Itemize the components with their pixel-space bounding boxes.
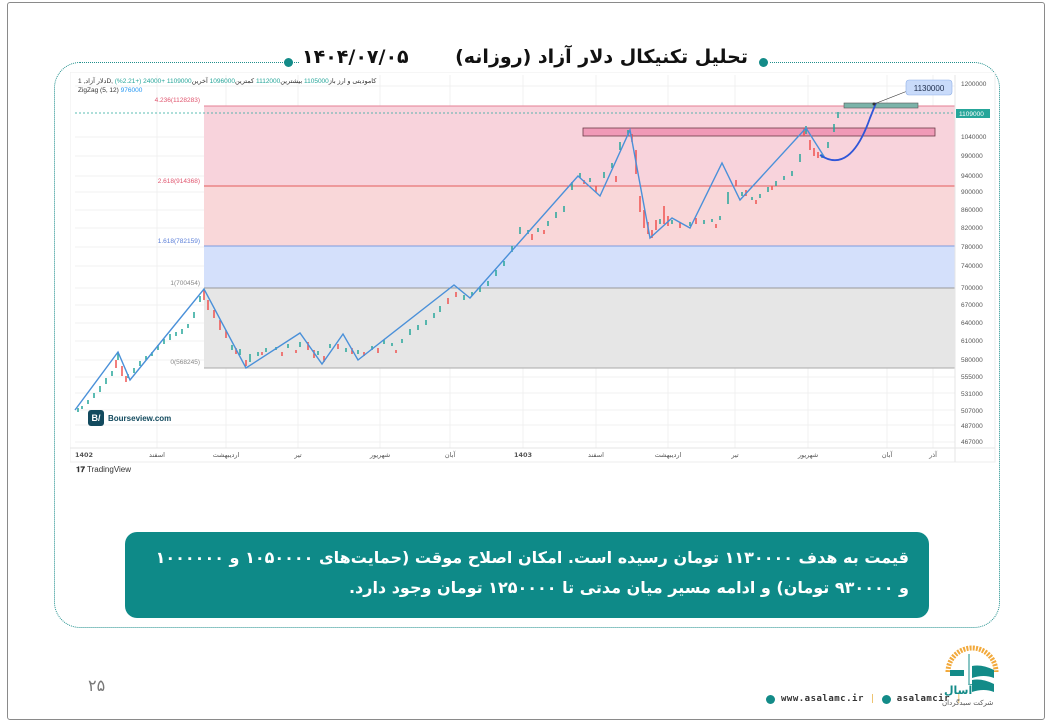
svg-text:آبان: آبان (882, 450, 894, 459)
legend-symbol: دلار آزاد, 1D, کامودیتی و ارز (78, 78, 377, 85)
svg-text:1403: 1403 (514, 451, 532, 459)
legend-change: +24000 (+2.21%) (114, 78, 166, 85)
zigzag-line (74, 126, 826, 411)
dot-right-icon (759, 58, 768, 67)
svg-text:780000: 780000 (961, 244, 983, 251)
svg-text:940000: 940000 (961, 173, 983, 180)
projection-curve (819, 102, 877, 161)
svg-text:531000: 531000 (961, 391, 983, 398)
svg-text:610000: 610000 (961, 338, 983, 345)
svg-text:شهریور: شهریور (369, 451, 390, 459)
svg-text:اردیبهشت: اردیبهشت (213, 451, 240, 459)
svg-text:700000: 700000 (961, 285, 983, 292)
svg-text:467000: 467000 (961, 439, 983, 446)
page-title: تحلیل تکنیکال دلار آزاد (روزانه) (455, 46, 748, 68)
svg-text:820000: 820000 (961, 225, 983, 232)
telegram-icon (881, 694, 891, 704)
svg-text:تیر: تیر (730, 451, 739, 459)
page-number: ۲۵ (88, 676, 106, 695)
divider: | (956, 694, 962, 704)
svg-text:1200000: 1200000 (961, 81, 987, 88)
bourseview-text: Bourseview.com (108, 413, 172, 423)
resistance-zone (582, 127, 936, 137)
svg-text:1040000: 1040000 (961, 134, 987, 141)
legend-indicator: ZigZag (5, 12) (78, 87, 119, 94)
fib-zone-2618 (204, 186, 955, 246)
svg-text:اسفند: اسفند (588, 451, 604, 459)
bourseview-watermark: B/ Bourseview.com (88, 410, 171, 426)
report-date: ۱۴۰۴/۰۷/۰۵ (302, 46, 409, 68)
legend-high: 1112000 (255, 78, 281, 85)
fib-label-1: 1(700454) (170, 280, 200, 287)
svg-text:آبان: آبان (445, 450, 457, 459)
legend-low: 1096000 (209, 78, 235, 85)
company-subtitle: شرکت سبدگردان (942, 699, 994, 707)
current-price-tag: 1109000 (959, 111, 984, 118)
fib-label-2618: 2.618(914368) (158, 178, 200, 185)
fib-zone-1618 (204, 246, 955, 288)
fib-label-0: 0(568245) (170, 359, 200, 366)
svg-text:شهریور: شهریور (797, 451, 818, 459)
bourseview-logo-icon: B/ (88, 410, 104, 426)
svg-text:507000: 507000 (961, 408, 983, 415)
website-link[interactable]: www.asalamc.ir (781, 694, 864, 704)
footer-links: www.asalamc.ir | asalamcir | (766, 694, 962, 704)
legend-open: 1105000 (303, 78, 329, 85)
fib-label-4236: 4.236(1128283) (155, 97, 200, 104)
svg-text:670000: 670000 (961, 302, 983, 309)
svg-text:تیر: تیر (293, 451, 302, 459)
chart-legend: دلار آزاد, 1D, کامودیتی و ارز باز1105000… (78, 78, 377, 94)
target-zone (843, 102, 919, 109)
candles (77, 112, 839, 412)
svg-text:1402: 1402 (75, 451, 93, 459)
divider: | (869, 694, 876, 704)
company-logo-icon (945, 645, 999, 692)
globe-icon (766, 694, 775, 704)
target-label: 1130000 (914, 84, 945, 93)
time-axis: 1402 اسفند اردیبهشت تیر شهریور آبان 1403… (75, 450, 938, 459)
svg-text:580000: 580000 (961, 357, 983, 364)
svg-text:860000: 860000 (961, 207, 983, 214)
svg-text:487000: 487000 (961, 423, 983, 430)
price-chart[interactable]: 4.236(1128283) 2.618(914368) 1.618(78215… (70, 72, 1000, 484)
svg-text:آذر: آذر (928, 450, 938, 459)
svg-text:900000: 900000 (961, 189, 983, 196)
svg-text:740000: 740000 (961, 263, 983, 270)
tradingview-logo-icon: 𝟏𝟕 (76, 465, 85, 474)
svg-text:اردیبهشت: اردیبهشت (655, 451, 682, 459)
telegram-link[interactable]: asalamcir (896, 694, 951, 704)
legend-close: 1109000 (166, 78, 192, 85)
analysis-note: قیمت به هدف ۱۱۳۰۰۰۰ تومان رسیده است. امک… (125, 532, 929, 618)
tradingview-brand: 𝟏𝟕 TradingView (76, 465, 132, 474)
svg-text:اسفند: اسفند (149, 451, 165, 459)
dot-left-icon (284, 58, 293, 67)
title-mask (300, 52, 770, 72)
page-border (7, 2, 1045, 720)
legend-indicator-value: 976000 (120, 87, 143, 94)
svg-text:555000: 555000 (961, 374, 983, 381)
fib-label-1618: 1.618(782159) (158, 238, 200, 245)
fib-zone-4236 (204, 106, 955, 186)
svg-text:640000: 640000 (961, 320, 983, 327)
svg-text:990000: 990000 (961, 153, 983, 160)
company-name: آسال (944, 684, 973, 697)
